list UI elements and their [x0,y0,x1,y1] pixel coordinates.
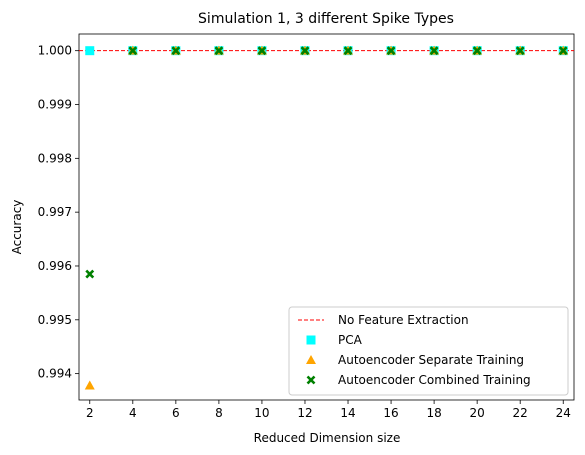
x-marker-stroke [300,46,310,56]
legend-box [288,306,569,396]
x-tick-label: 18 [426,406,441,420]
legend-label: No Feature Extraction [338,313,469,327]
legend-handle-square [306,335,316,345]
x-marker-stroke [128,46,138,56]
x-tick-label: 10 [254,406,269,420]
data-point-x [300,46,310,56]
data-point-x [343,46,353,56]
data-point-x [85,269,95,279]
data-marks [79,45,574,390]
x-marker-stroke [343,46,353,56]
legend-label: PCA [338,333,363,347]
data-point-x [472,46,482,56]
y-tick-label: 1.000 [38,44,72,58]
data-point-x [386,46,396,56]
legend: No Feature Extraction PCA Autoencoder Sepa… [288,306,569,396]
x-marker-stroke [214,46,224,56]
data-point-x [128,46,138,56]
data-point-square [85,46,95,56]
y-tick-label: 0.999 [38,98,72,112]
data-point-x [429,46,439,56]
x-tick-label: 24 [556,406,571,420]
data-point-x [515,46,525,56]
legend-handle-x [306,375,316,385]
x-tick-label: 22 [513,406,528,420]
chart-title: Simulation 1, 3 different Spike Types [198,11,454,27]
x-tick-label: 8 [215,406,223,420]
data-point-x [214,46,224,56]
data-point-x [558,46,568,56]
x-marker-stroke [515,46,525,56]
x-marker-stroke [257,46,267,56]
legend-label: Autoencoder Separate Training [338,353,524,367]
x-marker-stroke [306,375,316,385]
plot-frame [78,33,575,401]
legend-label: Autoencoder Combined Training [338,373,531,387]
x-marker-stroke [386,46,396,56]
plot-area [78,33,575,401]
x-marker-stroke [558,46,568,56]
data-point-triangle [84,380,95,390]
x-tick-label: 12 [297,406,312,420]
x-axis-label: Reduced Dimension size [254,431,401,445]
data-point-x [257,46,267,56]
legend-handle-triangle [306,355,316,364]
y-tick-label: 0.998 [38,151,72,165]
y-tick-label: 0.996 [38,259,72,273]
x-tick-label: 20 [470,406,485,420]
x-tick-label: 14 [340,406,355,420]
x-marker-stroke [171,46,181,56]
x-tick-label: 6 [172,406,180,420]
x-marker-stroke [429,46,439,56]
x-tick-label: 4 [129,406,137,420]
y-axis-label: Accuracy [10,200,24,255]
y-tick-label: 0.997 [38,205,72,219]
x-marker-stroke [85,269,95,279]
x-tick-label: 16 [383,406,398,420]
x-tick-label: 2 [86,406,94,420]
x-marker-stroke [472,46,482,56]
y-tick-label: 0.994 [38,367,72,381]
data-point-x [171,46,181,56]
y-tick-label: 0.995 [38,313,72,327]
axis-ticks: 2 4 6 8 10 12 14 16 18 20 22 240.9940.9950.9960.997… [38,44,571,420]
